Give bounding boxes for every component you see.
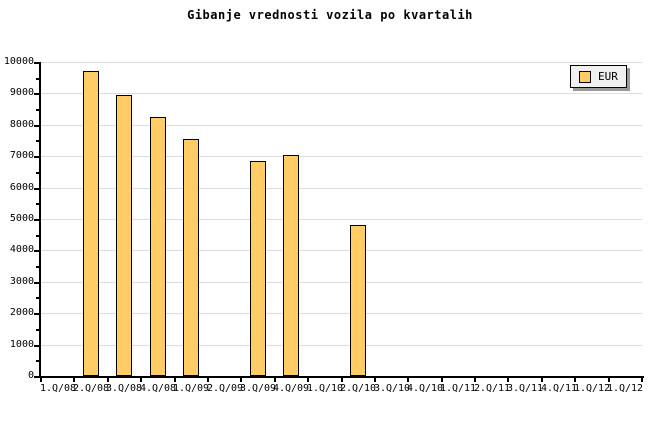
x-tick: [40, 378, 42, 382]
x-tick: [541, 378, 543, 382]
y-major-tick: [34, 156, 39, 158]
x-tick-label: 1.Q/09: [172, 383, 210, 394]
y-gridline: [41, 93, 642, 94]
y-major-tick: [34, 313, 39, 315]
x-tick: [374, 378, 376, 382]
y-major-tick: [34, 188, 39, 190]
y-minor-tick: [36, 109, 39, 111]
y-tick-label: 7000: [9, 150, 34, 161]
bar-1q09: [183, 139, 199, 376]
bar-3q09: [250, 161, 266, 376]
y-minor-tick: [36, 235, 39, 237]
y-gridline: [41, 345, 642, 346]
x-tick: [73, 378, 75, 382]
y-tick-label: 8000: [9, 119, 34, 130]
y-tick-label: 1000: [9, 339, 34, 350]
y-minor-tick: [36, 140, 39, 142]
y-minor-tick: [36, 172, 39, 174]
x-tick-label: 3.Q/09: [239, 383, 277, 394]
x-tick: [140, 378, 142, 382]
x-tick: [507, 378, 509, 382]
y-gridline: [41, 62, 642, 63]
y-gridline: [41, 188, 642, 189]
bar-2q10: [350, 225, 366, 376]
y-axis-line: [39, 62, 41, 378]
y-tick-label: 2000: [9, 307, 34, 318]
x-tick-label: 4.Q/09: [272, 383, 310, 394]
legend-color-swatch-icon: [579, 70, 591, 83]
y-tick-label: 10000: [3, 56, 34, 67]
x-tick-label: 1.Q/11: [439, 383, 477, 394]
y-gridline: [41, 282, 642, 283]
y-minor-tick: [36, 360, 39, 362]
y-gridline: [41, 313, 642, 314]
x-tick: [341, 378, 343, 382]
x-tick: [574, 378, 576, 382]
x-tick: [207, 378, 209, 382]
y-tick-label: 0: [27, 370, 34, 381]
x-tick-label: 1.Q/12: [606, 383, 644, 394]
y-tick-label: 5000: [9, 213, 34, 224]
x-tick: [407, 378, 409, 382]
x-tick-label: 2.Q/09: [206, 383, 244, 394]
y-minor-tick: [36, 329, 39, 331]
x-tick-label: 2.Q/08: [72, 383, 110, 394]
x-tick: [107, 378, 109, 382]
x-tick-label: 4.Q/11: [540, 383, 578, 394]
x-tick: [608, 378, 610, 382]
y-minor-tick: [36, 78, 39, 80]
y-minor-tick: [36, 203, 39, 205]
x-tick: [174, 378, 176, 382]
x-tick-label: 2.Q/10: [339, 383, 377, 394]
bar-2q08: [83, 71, 99, 376]
x-tick-label: 3.Q/11: [506, 383, 544, 394]
x-tick: [307, 378, 309, 382]
x-tick-label: 1.Q/12: [573, 383, 611, 394]
x-tick-label: 1.Q/10: [306, 383, 344, 394]
y-tick-label: 9000: [9, 87, 34, 98]
x-tick: [240, 378, 242, 382]
x-tick: [274, 378, 276, 382]
y-major-tick: [34, 282, 39, 284]
x-tick: [641, 378, 643, 382]
y-gridline: [41, 156, 642, 157]
bar-3q08: [116, 95, 132, 376]
y-major-tick: [34, 125, 39, 127]
y-major-tick: [34, 62, 39, 64]
y-major-tick: [34, 376, 39, 378]
x-tick-label: 4.Q/08: [139, 383, 177, 394]
x-tick-label: 3.Q/08: [105, 383, 143, 394]
x-tick-label: 4.Q/10: [406, 383, 444, 394]
chart-title: Gibanje vrednosti vozila po kvartalih: [187, 8, 473, 22]
y-major-tick: [34, 345, 39, 347]
y-tick-label: 4000: [9, 244, 34, 255]
y-major-tick: [34, 219, 39, 221]
y-gridline: [41, 219, 642, 220]
y-gridline: [41, 125, 642, 126]
legend-label: EUR: [598, 70, 618, 83]
x-tick-label: 1.Q/08: [39, 383, 77, 394]
x-tick: [474, 378, 476, 382]
bar-4q08: [150, 117, 166, 376]
x-tick-label: 2.Q/11: [473, 383, 511, 394]
x-tick-label: 3.Q/10: [373, 383, 411, 394]
y-tick-label: 3000: [9, 276, 34, 287]
y-major-tick: [34, 250, 39, 252]
y-minor-tick: [36, 266, 39, 268]
legend: EUR: [570, 65, 627, 88]
y-gridline: [41, 250, 642, 251]
y-major-tick: [34, 93, 39, 95]
x-axis-line: [39, 376, 644, 378]
y-tick-label: 6000: [9, 182, 34, 193]
y-minor-tick: [36, 297, 39, 299]
x-tick: [441, 378, 443, 382]
bar-4q09: [283, 155, 299, 376]
